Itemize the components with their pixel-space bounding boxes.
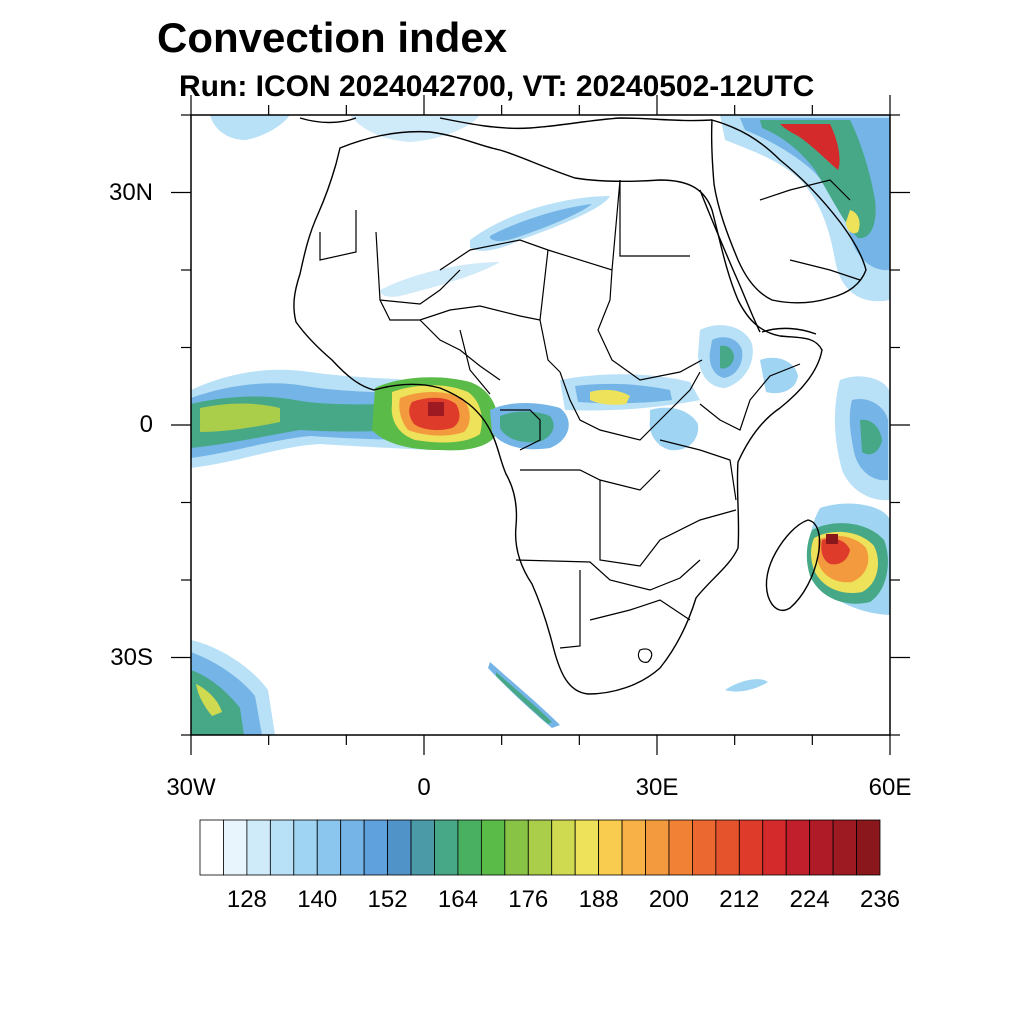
colorbar-label: 164 bbox=[437, 886, 478, 913]
congo-convection bbox=[490, 374, 700, 450]
colorbar-boxes bbox=[199, 819, 881, 876]
colorbar-box bbox=[692, 819, 717, 876]
border bbox=[439, 179, 621, 271]
coastlines bbox=[293, 117, 867, 695]
border bbox=[419, 319, 501, 381]
colorbar-box bbox=[480, 819, 506, 876]
border bbox=[619, 180, 690, 257]
colorbar-box bbox=[621, 819, 646, 876]
sahara-cloud-band bbox=[380, 196, 610, 297]
madagascar-cyclone bbox=[806, 503, 890, 615]
border bbox=[459, 329, 491, 395]
y-tick-label: 0 bbox=[139, 411, 153, 438]
gulf-of-guinea-convection bbox=[372, 377, 499, 451]
colorbar-box bbox=[527, 819, 553, 876]
border bbox=[637, 648, 653, 663]
axis-ticks bbox=[171, 95, 910, 755]
country-borders bbox=[319, 179, 861, 663]
convection-fields bbox=[191, 115, 890, 735]
border bbox=[699, 363, 801, 431]
border bbox=[379, 299, 541, 321]
map-title: Convection index bbox=[157, 14, 508, 61]
colorbar-label: 212 bbox=[719, 886, 760, 913]
border bbox=[375, 231, 461, 305]
colorbar-box bbox=[668, 819, 693, 876]
southwest-atlantic-convection bbox=[191, 640, 275, 735]
x-tick-label: 30W bbox=[166, 774, 216, 801]
colorbar-box bbox=[762, 819, 787, 876]
colorbar-box bbox=[809, 819, 834, 876]
border bbox=[599, 480, 737, 567]
colorbar-label: 188 bbox=[578, 886, 619, 913]
colorbar-box bbox=[387, 819, 412, 876]
colorbar-label: 128 bbox=[226, 886, 267, 913]
colorbar-box bbox=[223, 819, 248, 876]
border bbox=[500, 409, 541, 451]
colorbar-box bbox=[504, 819, 529, 876]
gulf-of-aden-coastline bbox=[761, 327, 817, 335]
colorbar-label: 224 bbox=[789, 886, 830, 913]
arabian-gulf-convection bbox=[720, 115, 890, 302]
colorbar-box bbox=[856, 819, 881, 876]
colorbar-box bbox=[551, 819, 576, 876]
border bbox=[539, 249, 561, 373]
colorbar-box bbox=[457, 819, 482, 876]
border bbox=[589, 599, 691, 621]
atlantic-convection-band bbox=[191, 369, 430, 468]
colorbar-box bbox=[316, 819, 342, 876]
colorbar-box bbox=[645, 819, 670, 876]
colorbar-box bbox=[715, 819, 740, 876]
colorbar-box bbox=[410, 819, 435, 876]
colorbar-box bbox=[832, 819, 857, 876]
colorbar-label: 236 bbox=[859, 886, 901, 913]
border bbox=[597, 269, 703, 381]
border bbox=[559, 570, 581, 649]
colorbar-box bbox=[574, 819, 600, 876]
border bbox=[789, 259, 861, 281]
madagascar-coastline bbox=[765, 519, 821, 612]
y-tick-label: 30N bbox=[108, 178, 153, 206]
y-tick-label: 30S bbox=[110, 643, 153, 671]
border bbox=[659, 439, 737, 501]
south-atlantic-streak bbox=[488, 662, 768, 728]
africa-coastline bbox=[293, 130, 823, 695]
iberia-coastline bbox=[299, 117, 357, 124]
border bbox=[319, 210, 357, 261]
colorbar-box bbox=[738, 819, 764, 876]
x-tick-label: 30E bbox=[635, 774, 679, 801]
colorbar-box bbox=[363, 819, 388, 876]
colorbar-box bbox=[269, 819, 295, 876]
arabia-coastline bbox=[710, 119, 867, 304]
border bbox=[759, 179, 851, 201]
colorbar-box bbox=[598, 819, 623, 876]
colorbar-box bbox=[340, 819, 365, 876]
colorbar-box bbox=[246, 819, 271, 876]
colorbar-label: 152 bbox=[367, 886, 408, 913]
x-tick-label: 60E bbox=[868, 774, 912, 801]
indian-ocean-convection bbox=[834, 376, 890, 501]
east-africa-convection bbox=[649, 325, 798, 451]
colorbar-box bbox=[293, 819, 318, 876]
border bbox=[559, 371, 701, 441]
border bbox=[515, 559, 701, 591]
colorbar-label: 200 bbox=[648, 886, 689, 913]
colorbar-label: 140 bbox=[297, 886, 338, 913]
x-tick-label: 0 bbox=[417, 774, 431, 801]
colorbar-label: 176 bbox=[508, 886, 549, 913]
mediterranean-coastline bbox=[439, 117, 713, 130]
colorbar-box bbox=[785, 819, 811, 876]
map-subtitle: Run: ICON 2024042700, VT: 20240502-12UTC bbox=[179, 70, 815, 103]
red-sea-coastline bbox=[699, 189, 761, 333]
colorbar-box bbox=[199, 819, 224, 876]
colorbar-box bbox=[434, 819, 459, 876]
